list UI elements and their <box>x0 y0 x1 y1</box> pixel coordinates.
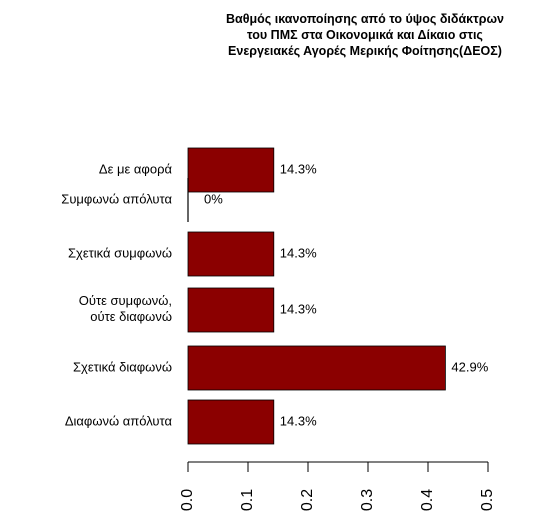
x-tick-label: 0.0 <box>179 489 196 511</box>
value-label: 14.3% <box>280 245 317 260</box>
bar <box>187 399 275 445</box>
value-label: 14.3% <box>280 161 317 176</box>
bar <box>187 231 275 277</box>
category-label: Σχετικά διαφωνώ <box>73 359 172 374</box>
category-label: Σχετικά συμφωνώ <box>68 245 172 260</box>
bar <box>187 345 446 391</box>
category-label: Συμφωνώ απόλυτα <box>61 191 172 206</box>
value-label: 14.3% <box>280 301 317 316</box>
value-label: 42.9% <box>451 359 488 374</box>
chart-title: Βαθμός ικανοποίησης από το ύψος διδάκτρω… <box>226 12 504 58</box>
category-label: Ούτε συμφωνώ, ούτε διαφωνώ <box>79 293 172 324</box>
x-tick-label: 0.5 <box>479 489 496 511</box>
x-tick-label: 0.2 <box>299 489 316 511</box>
x-tick-label: 0.3 <box>359 489 376 511</box>
value-label: 0% <box>204 191 223 206</box>
category-label: Διαφωνώ απόλυτα <box>65 413 173 428</box>
x-tick-label: 0.1 <box>239 489 256 511</box>
bar <box>187 147 275 193</box>
bar <box>187 287 275 333</box>
x-tick-label: 0.4 <box>419 489 436 511</box>
category-label: Δε με αφορά <box>99 161 173 176</box>
value-label: 14.3% <box>280 413 317 428</box>
